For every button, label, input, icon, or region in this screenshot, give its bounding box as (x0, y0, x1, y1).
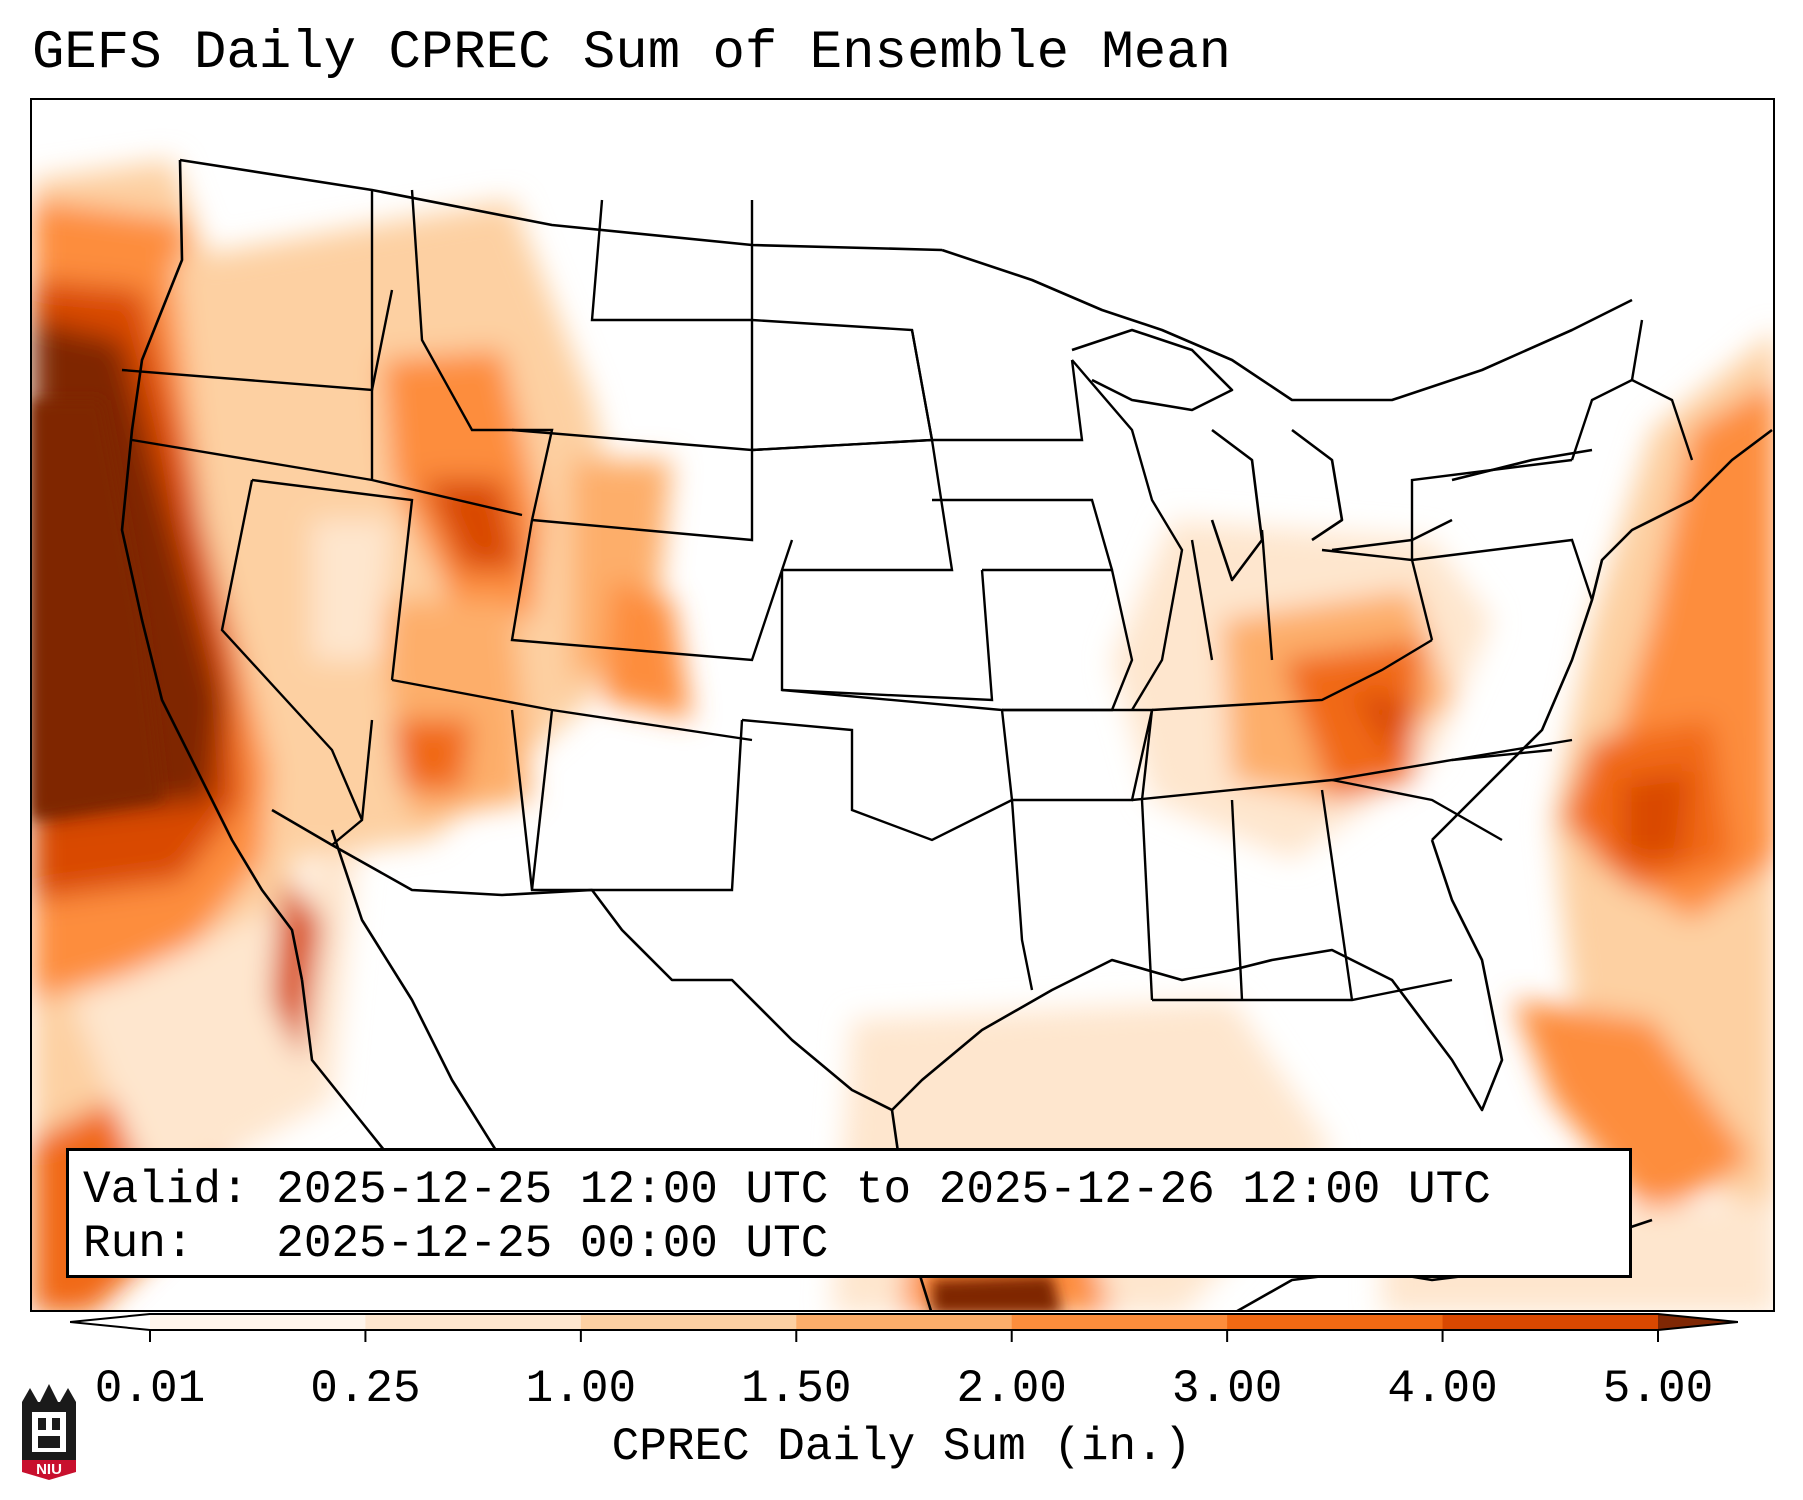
validity-info-box: Valid: 2025-12-25 12:00 UTC to 2025-12-2… (66, 1148, 1632, 1278)
colorbar-segments (70, 1314, 1738, 1330)
colorbar-under-arrow (70, 1314, 150, 1330)
colorbar-segment (580, 1314, 797, 1330)
colorbar-label: CPREC Daily Sum (in.) (611, 1421, 1192, 1473)
colorbar-segment (1442, 1314, 1659, 1330)
niu-logo: NIU (22, 1384, 76, 1480)
state-borders (121, 189, 1694, 1002)
colorbar-segment (365, 1314, 582, 1330)
colorbar-tick-labels: 0.01 0.25 1.00 1.50 2.00 3.00 4.00 5.00 (0, 1362, 1803, 1422)
coastlines-borders (120, 158, 1773, 1310)
map-title: GEFS Daily CPREC Sum of Ensemble Mean (32, 23, 1231, 84)
colorbar (70, 1313, 1738, 1342)
colorbar-tick-label: 3.00 (1171, 1363, 1283, 1415)
colorbar-segment (796, 1314, 1013, 1330)
colorbar-tick-label: 5.00 (1602, 1363, 1714, 1415)
colorbar-tick-label: 0.01 (94, 1363, 206, 1415)
map-canvas (32, 158, 1773, 1310)
colorbar-tick-label: 2.00 (956, 1363, 1067, 1415)
colorbar-tick-label: 1.00 (525, 1363, 637, 1415)
precipitation-shading (32, 160, 1773, 1310)
precipitation-map (30, 98, 1775, 1312)
colorbar-tick-label: 1.50 (741, 1363, 852, 1415)
colorbar-tick-label: 4.00 (1387, 1363, 1498, 1415)
colorbar-over-arrow (1658, 1314, 1738, 1330)
colorbar-segment (1227, 1314, 1444, 1330)
colorbar-tick-marks (149, 1330, 1659, 1342)
colorbar-segment (1011, 1314, 1228, 1330)
colorbar-segment (150, 1314, 366, 1330)
valid-time-line: Valid: 2025-12-25 12:00 UTC to 2025-12-2… (83, 1164, 1491, 1216)
precipitation-core (32, 400, 1061, 1310)
run-time-line: Run: 2025-12-25 00:00 UTC (83, 1218, 829, 1270)
colorbar-tick-label: 0.25 (310, 1363, 421, 1415)
niu-logo-text: NIU (36, 1461, 62, 1478)
